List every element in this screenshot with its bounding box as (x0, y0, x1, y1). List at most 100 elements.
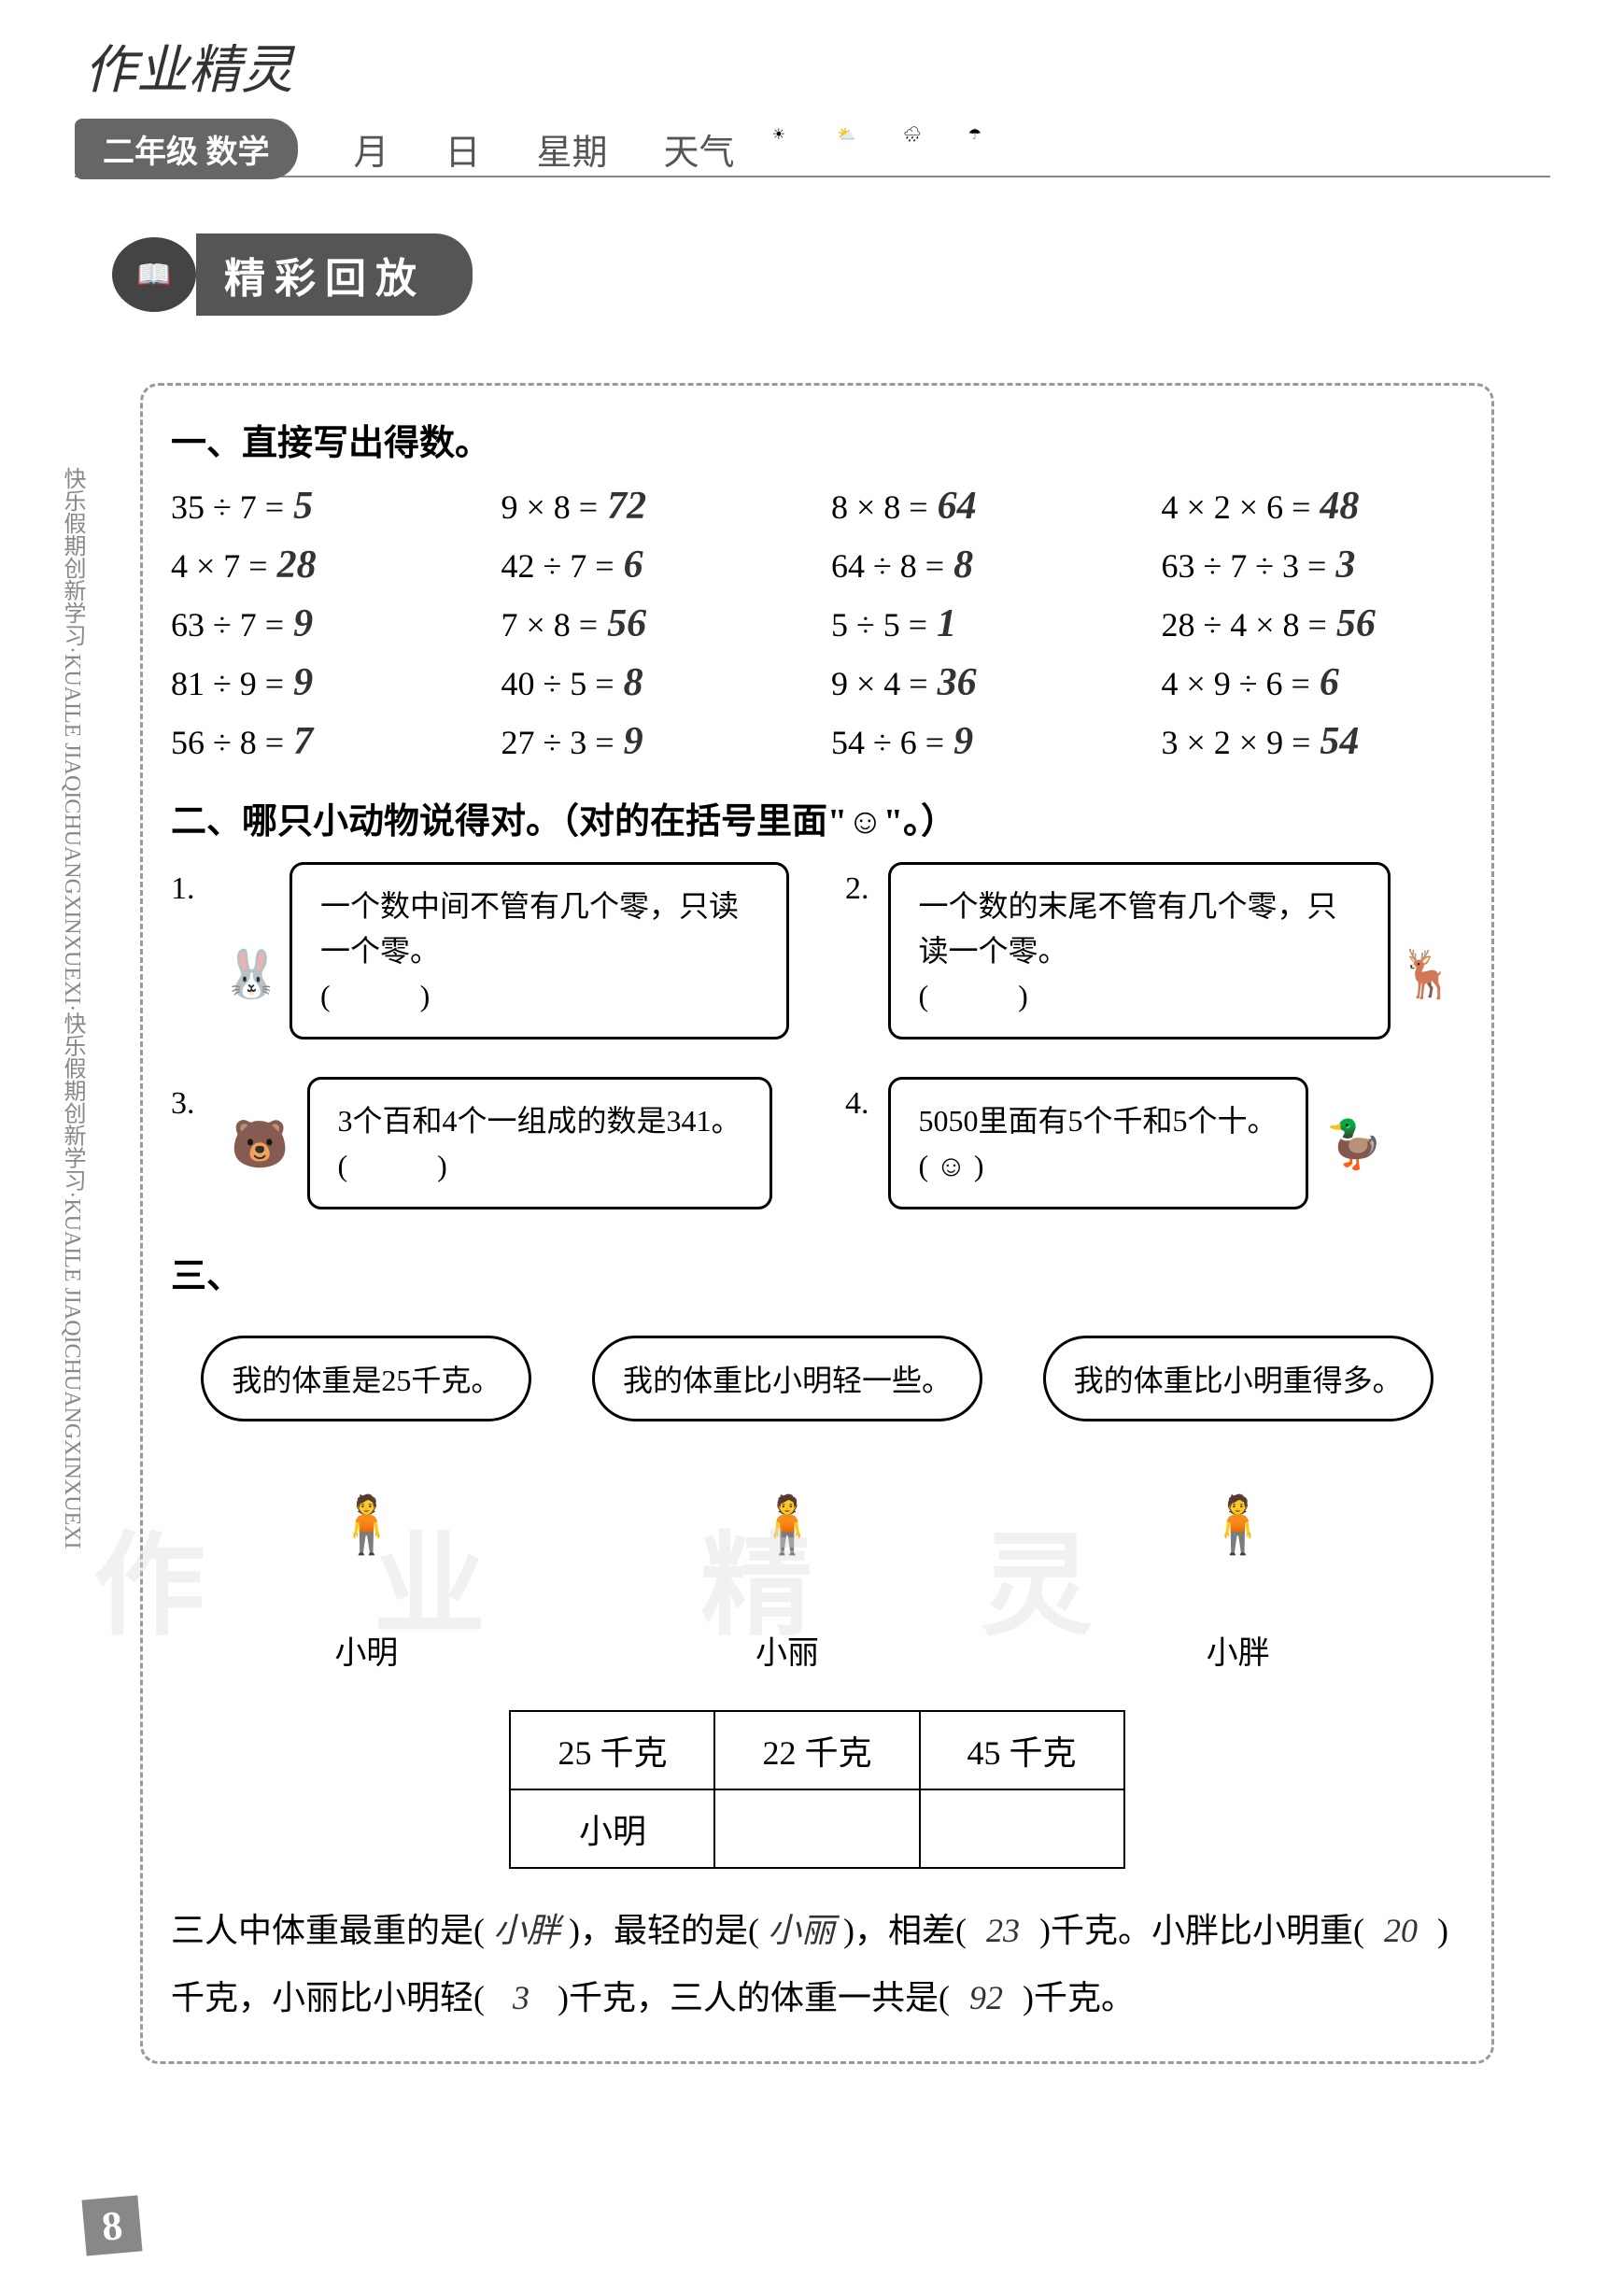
math-answer: 56 (607, 601, 646, 646)
math-item: 54 ÷ 6 =9 (831, 719, 1134, 764)
math-expression: 42 ÷ 7 = (501, 546, 614, 586)
animal-icon: 🐻 (214, 1079, 307, 1209)
person-name: 小丽 (756, 1627, 819, 1673)
day-label: 日 (445, 123, 481, 175)
speech-box: 一个数中间不管有几个零，只读一个零。( ) (289, 862, 789, 1039)
math-answer: 9 (953, 719, 973, 764)
sun-icon: ☀ (772, 125, 819, 172)
q3-text-part: )千克。 (1023, 1979, 1135, 2016)
section-badge: 📖 精彩回放 (112, 233, 473, 316)
math-expression: 64 ÷ 8 = (831, 546, 944, 586)
q3-answer: 92 (958, 1964, 1014, 2031)
page-number: 8 (81, 2195, 142, 2256)
math-item: 4 × 9 ÷ 6 = 6 (1162, 660, 1464, 705)
math-item: 42 ÷ 7 =6 (501, 543, 804, 587)
table-cell: 小明 (510, 1789, 714, 1868)
math-answer: 36 (938, 660, 977, 705)
q3-text-part: 三人中体重最重的是( (171, 1912, 485, 1949)
table-row: 小明 (510, 1789, 1123, 1868)
math-expression: 3 × 2 × 9 = (1162, 723, 1311, 762)
q2-number: 3. (171, 1086, 195, 1122)
math-answer: 1 (937, 601, 956, 646)
math-answer: 8 (624, 660, 643, 705)
handwritten-title: 作业精灵 (84, 28, 293, 104)
math-item: 8 × 8 =64 (831, 484, 1134, 529)
q2-item: 1.🐰一个数中间不管有几个零，只读一个零。( ) (171, 862, 789, 1039)
math-item: 28 ÷ 4 × 8 =56 (1162, 601, 1464, 646)
math-item: 5 ÷ 5 = 1 (831, 601, 1134, 646)
dotted-border: 一、直接写出得数。 35 ÷ 7 =59 × 8 =728 × 8 =644 ×… (140, 383, 1494, 2064)
math-answer: 28 (277, 543, 317, 587)
q2-item: 4.5050里面有5个千和5个十。( ☺ )🦆 (845, 1077, 1463, 1209)
section-icon: 📖 (112, 237, 196, 312)
math-expression: 9 × 8 = (501, 488, 599, 527)
weather-label: 天气 (664, 123, 735, 175)
table-cell: 45 千克 (920, 1711, 1124, 1789)
math-answer: 6 (1320, 660, 1339, 705)
math-expression: 5 ÷ 5 = (831, 605, 927, 644)
table-cell: 22 千克 (714, 1711, 919, 1789)
q2-number: 1. (171, 871, 195, 907)
math-expression: 27 ÷ 3 = (501, 723, 614, 762)
math-item: 63 ÷ 7 ÷ 3 =3 (1162, 543, 1464, 587)
answer-blank: ( ☺ ) (919, 1143, 1278, 1188)
math-answer: 9 (293, 601, 313, 646)
math-answer: 6 (624, 543, 643, 587)
math-answer: 48 (1320, 484, 1359, 529)
math-expression: 81 ÷ 9 = (171, 664, 284, 703)
q3-figure: 我的体重比小明轻一些。🧍小丽 (592, 1336, 982, 1673)
person-icon: 🧍 (722, 1431, 853, 1618)
math-answer: 5 (293, 484, 313, 529)
side-text: 快乐假期创新学习·KUAILE JIAQICHUANGXINXUEXI·快乐假期… (56, 467, 89, 1775)
speech-box: 3个百和4个一组成的数是341。( ) (307, 1077, 772, 1209)
week-label: 星期 (537, 123, 608, 175)
q3-answer: 20 (1373, 1897, 1429, 1964)
q3-figure: 我的体重是25千克。🧍小明 (201, 1336, 531, 1673)
math-answer: 72 (607, 484, 646, 529)
math-answer: 56 (1336, 601, 1376, 646)
person-icon: 🧍 (301, 1431, 431, 1618)
math-expression: 54 ÷ 6 = (831, 723, 944, 762)
math-item: 9 × 8 =72 (501, 484, 804, 529)
table-row: 25 千克 22 千克 45 千克 (510, 1711, 1123, 1789)
animal-icon: 🦌 (1391, 909, 1463, 1039)
q3-answer: 小胖 (493, 1897, 560, 1964)
math-expression: 56 ÷ 8 = (171, 723, 284, 762)
q2-grid: 1.🐰一个数中间不管有几个零，只读一个零。( )2.一个数的末尾不管有几个零，只… (171, 862, 1463, 1209)
math-item: 4 × 7 =28 (171, 543, 473, 587)
q3-figure: 我的体重比小明重得多。 🧍 小胖 (1043, 1336, 1433, 1673)
q3-text: 三人中体重最重的是( 小胖 )，最轻的是( 小丽 )，相差( 23 )千克。小胖… (171, 1897, 1463, 2031)
math-answer: 54 (1320, 719, 1359, 764)
math-grid: 35 ÷ 7 =5 9 × 8 =72 8 × 8 =64 4 × 2 × 6 =48… (171, 484, 1463, 764)
q3-section: 三、 我的体重是25千克。🧍小明我的体重比小明轻一些。🧍小丽我的体重比小明重得多… (171, 1247, 1463, 2031)
answer-blank: ( ) (338, 1143, 741, 1188)
math-item: 7 × 8 =56 (501, 601, 804, 646)
table-cell (714, 1789, 919, 1868)
math-expression: 4 × 2 × 6 = (1162, 488, 1311, 527)
math-expression: 40 ÷ 5 = (501, 664, 614, 703)
section-title: 精彩回放 (196, 233, 473, 316)
thought-bubble: 我的体重比小明重得多。 (1043, 1336, 1433, 1421)
math-answer: 3 (1335, 543, 1355, 587)
math-item: 27 ÷ 3 =9 (501, 719, 804, 764)
person-name: 小胖 (1207, 1627, 1270, 1673)
math-expression: 4 × 9 ÷ 6 = (1162, 664, 1310, 703)
answer-blank: ( ) (320, 973, 758, 1018)
rain-icon: 🌧 (903, 125, 950, 172)
animal-icon: 🦆 (1308, 1079, 1402, 1209)
math-expression: 63 ÷ 7 = (171, 605, 284, 644)
q3-text-part: )，最轻的是( (569, 1912, 759, 1949)
month-label: 月 (354, 123, 389, 175)
math-item: 40 ÷ 5 = 8 (501, 660, 804, 705)
person-icon: 🧍 (1173, 1431, 1304, 1618)
thought-bubble: 我的体重是25千克。 (201, 1336, 531, 1421)
q3-text-part: )千克，三人的体重一共是( (558, 1979, 950, 2016)
math-expression: 35 ÷ 7 = (171, 488, 284, 527)
math-expression: 8 × 8 = (831, 488, 928, 527)
math-item: 56 ÷ 8 =7 (171, 719, 473, 764)
math-expression: 28 ÷ 4 × 8 = (1162, 605, 1327, 644)
q3-answer: 小丽 (768, 1897, 835, 1964)
weight-table: 25 千克 22 千克 45 千克 小明 (509, 1710, 1124, 1869)
math-expression: 9 × 4 = (831, 664, 928, 703)
speech-box: 一个数的末尾不管有几个零，只读一个零。( ) (888, 862, 1391, 1039)
